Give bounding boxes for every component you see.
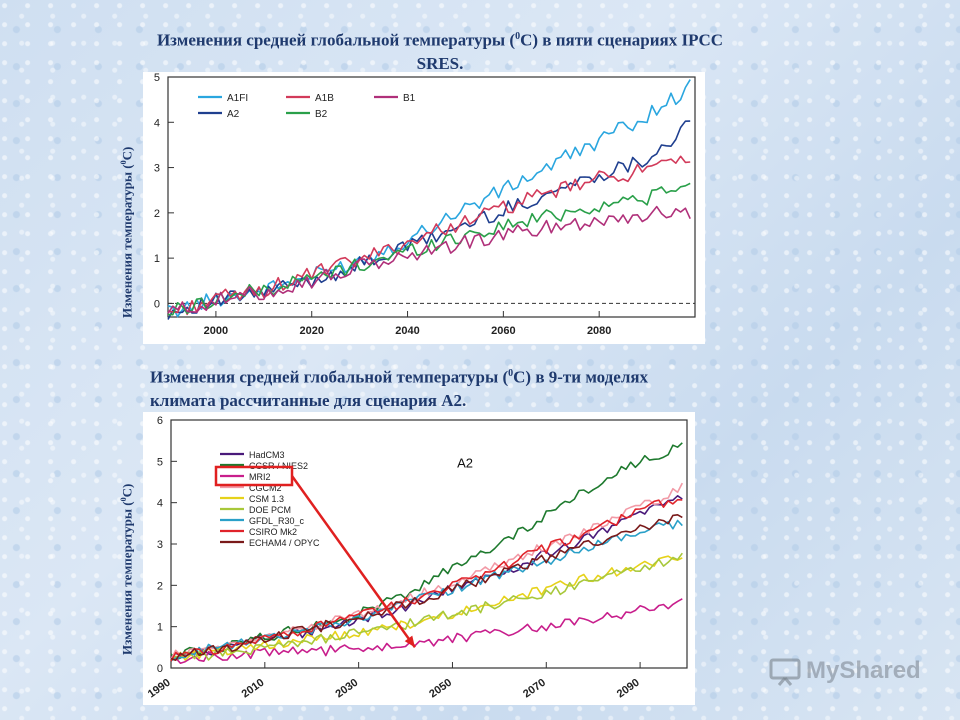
chart1-ytick-label: 1 [154,253,160,265]
chart1-ylabel-text: Изменения температуры ( [119,164,135,318]
chart1-xtick-label: 2000 [204,325,228,337]
chart2-ytick-label: 5 [157,456,163,468]
chart1-background [143,72,705,344]
chart2-highlight-arrow [290,475,416,649]
chart2-legend-label-mri2: MRI2 [249,472,271,482]
chart2-title-text: Изменения средней глобальной температуры… [150,367,509,387]
chart1-title-text: Изменения средней глобальной температуры… [156,30,516,50]
chart2-ylabel-sup: 0 [119,497,128,502]
chart2-series-line-doe-pcm [170,552,683,661]
chart1-title-rest: С) в пяти сценариях IPCC SRES. [416,30,724,73]
chart2-legend-label-echam4-opyc: ECHAM4 / OPYC [249,538,320,548]
chart2-container: 0 1 2 3 4 5 6 1990 2010 2030 2050 2070 2090 HadCM3 CCS… [143,412,695,705]
chart2-ytick-label: 0 [157,663,163,675]
chart1-xtick-label: 2080 [587,325,611,337]
chart2-series-line-csm-1-3 [170,555,683,661]
chart1-ytick-label: 5 [154,72,160,84]
chart2-ytick-label: 6 [157,415,163,427]
chart2-ytick-label: 1 [157,622,163,634]
chart2-legend-label-doe-pcm: DOE PCM [249,505,291,515]
chart1-ytick-label: 4 [154,117,160,129]
chart2-ylabel-text: Изменения температуры ( [119,501,135,655]
watermark-logo: MyShared [768,656,921,686]
chart2-series-line-cgcm2 [170,482,684,660]
chart1-legend-label-a1b: A1B [315,93,334,104]
chart2-ytick-label: 2 [157,580,163,592]
chart1-series-line-b1 [167,205,691,314]
chart1-ytick-label: 2 [154,208,160,220]
chart1-legend-label-b1: B1 [403,93,416,104]
chart2-highlight-arrowhead [404,635,415,648]
chart1-ytick-label: 0 [154,298,160,310]
chart1-title-sup: 0 [515,31,521,42]
chart2-title-rest: С) в 9-ти моделях климата рассчитанные д… [150,367,649,410]
chart2-legend-label-hadcm3: HadCM3 [249,450,285,460]
chart2-annotation: A2 [457,456,473,471]
chart1-legend-label-b2: B2 [315,109,328,120]
chart1-ylabel-rest: С) [119,146,135,161]
chart1-svg: 0 1 2 3 4 5 2000 2020 2040 2060 2080 A1FI A2 A1B B2 B1 [143,72,705,344]
chart2-title-sup: 0 [508,368,514,379]
watermark-text: MyShared [806,657,921,684]
chart2-background [143,412,695,705]
chart1-series-line-b2 [167,182,691,316]
chart1-legend-label-a1fi: A1FI [227,93,248,104]
presentation-icon [769,658,801,686]
chart2-ylabel: Изменения температуры (0С) [119,484,135,655]
chart1-xtick-label: 2060 [491,325,515,337]
chart1-title: Изменения средней глобальной температуры… [150,25,730,75]
chart2-ylabel-rest: С) [119,483,135,498]
chart1-xtick-label: 2040 [395,325,419,337]
chart2-title: Изменения средней глобальной температуры… [150,362,690,412]
chart1-plot-frame [167,76,696,318]
chart2-series-line-echam4-opyc [170,514,683,661]
chart2-legend-label-csm-1-3: CSM 1.3 [249,494,284,504]
chart2-ytick-label: 3 [157,539,163,551]
chart2-legend-label-gfdl-r30-c: GFDL_R30_c [249,516,305,526]
chart1-legend-label-a2: A2 [227,109,240,120]
chart1-container: 0 1 2 3 4 5 2000 2020 2040 2060 2080 A1FI A2 A1B B2 B1 [143,72,705,344]
chart2-legend-label-cgcm2: CGCM2 [249,483,282,493]
chart2-legend-label-csiro-mk2: CSIRO Mk2 [249,527,297,537]
chart1-ytick-label: 3 [154,163,160,175]
chart2-ytick-label: 4 [157,498,163,510]
chart1-ylabel-sup: 0 [119,160,128,165]
chart1-ylabel: Изменения температуры (0С) [119,147,135,318]
chart2-series-line-csiro-mk2 [170,498,683,662]
chart1-xtick-label: 2020 [299,325,323,337]
